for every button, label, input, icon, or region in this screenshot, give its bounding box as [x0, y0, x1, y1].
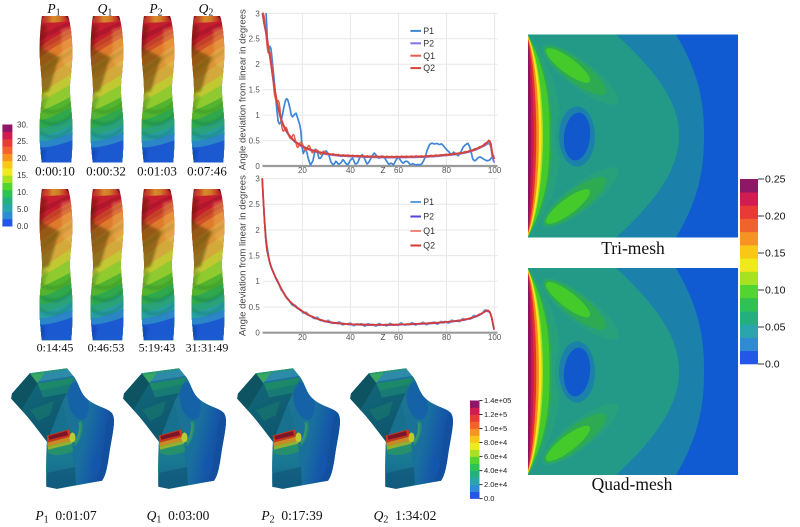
svg-text:40: 40	[346, 166, 355, 175]
svg-text:Q2: Q2	[423, 241, 435, 251]
svg-text:0.15: 0.15	[765, 248, 786, 260]
svg-text:Quad-mesh: Quad-mesh	[592, 474, 673, 494]
svg-text:31:31:49: 31:31:49	[186, 341, 229, 355]
svg-text:4.0e+4: 4.0e+4	[484, 466, 507, 475]
svg-text:0:00:32: 0:00:32	[86, 164, 126, 179]
svg-text:0.10: 0.10	[765, 285, 786, 297]
svg-text:Z: Z	[380, 333, 385, 342]
svg-text:1.5: 1.5	[249, 252, 261, 261]
svg-text:Q1: Q1	[423, 51, 435, 61]
svg-text:6.0e+4: 6.0e+4	[484, 452, 507, 461]
svg-text:2.5: 2.5	[249, 200, 261, 209]
svg-text:Tri-mesh: Tri-mesh	[601, 238, 665, 258]
svg-text:0:07:46: 0:07:46	[187, 164, 227, 179]
svg-text:5:19:43: 5:19:43	[139, 341, 176, 355]
svg-text:0:01:03: 0:01:03	[137, 164, 177, 179]
svg-text:1.0e+5: 1.0e+5	[484, 424, 507, 433]
svg-text:Q1: Q1	[423, 226, 435, 236]
svg-text:8.0e+4: 8.0e+4	[484, 438, 507, 447]
svg-text:0.20: 0.20	[765, 211, 786, 223]
svg-text:P1: P1	[423, 197, 434, 207]
svg-text:0:00:10: 0:00:10	[35, 164, 75, 179]
svg-text:1: 1	[255, 277, 260, 286]
svg-text:30.: 30.	[17, 120, 28, 129]
svg-text:1.5: 1.5	[249, 86, 261, 95]
svg-text:0:46:53: 0:46:53	[88, 341, 125, 355]
svg-text:1.4e+05: 1.4e+05	[484, 396, 511, 405]
svg-text:0.5: 0.5	[249, 303, 261, 312]
svg-text:20: 20	[298, 166, 307, 175]
svg-text:Q2: Q2	[423, 63, 435, 73]
svg-text:25.: 25.	[17, 137, 28, 146]
svg-text:3: 3	[255, 9, 260, 18]
svg-text:P1: P1	[423, 26, 434, 36]
svg-text:0: 0	[255, 329, 260, 338]
svg-text:20.: 20.	[17, 154, 28, 163]
svg-text:100: 100	[488, 166, 502, 175]
svg-text:Q2 1:34:02: Q2 1:34:02	[374, 508, 437, 526]
svg-text:Z: Z	[380, 166, 385, 175]
svg-text:10.: 10.	[17, 188, 28, 197]
svg-text:2: 2	[255, 226, 260, 235]
svg-text:0.05: 0.05	[765, 322, 786, 334]
svg-text:0:14:45: 0:14:45	[37, 341, 74, 355]
svg-text:0.25: 0.25	[765, 174, 786, 186]
svg-text:0.0: 0.0	[484, 494, 494, 503]
svg-text:60: 60	[394, 166, 403, 175]
svg-text:3: 3	[255, 175, 260, 184]
svg-text:80: 80	[442, 166, 451, 175]
svg-text:P2: P2	[423, 38, 434, 48]
svg-text:P1 0:01:07: P1 0:01:07	[34, 508, 97, 526]
svg-text:Q1 0:03:00: Q1 0:03:00	[147, 508, 210, 526]
svg-text:80: 80	[442, 333, 451, 342]
svg-text:60: 60	[394, 333, 403, 342]
svg-text:2.5: 2.5	[249, 35, 261, 44]
svg-text:0.0: 0.0	[765, 359, 780, 371]
svg-text:2.0e+4: 2.0e+4	[484, 480, 507, 489]
svg-text:Angle deviation from linear in: Angle deviation from linear in degrees	[238, 9, 249, 170]
svg-text:Angle deviation from linear in: Angle deviation from linear in degrees	[238, 175, 249, 336]
svg-text:40: 40	[346, 333, 355, 342]
svg-text:0.0: 0.0	[17, 222, 29, 231]
svg-text:P2: P2	[423, 212, 434, 222]
svg-text:15.: 15.	[17, 171, 28, 180]
svg-text:5.0: 5.0	[17, 205, 29, 214]
svg-text:2: 2	[255, 60, 260, 69]
svg-text:P2 0:17:39: P2 0:17:39	[260, 508, 323, 526]
svg-text:1: 1	[255, 111, 260, 120]
svg-text:1.2e+5: 1.2e+5	[484, 410, 507, 419]
svg-text:0.5: 0.5	[249, 137, 261, 146]
svg-text:0: 0	[255, 162, 260, 171]
svg-text:20: 20	[298, 333, 307, 342]
svg-text:100: 100	[488, 333, 502, 342]
